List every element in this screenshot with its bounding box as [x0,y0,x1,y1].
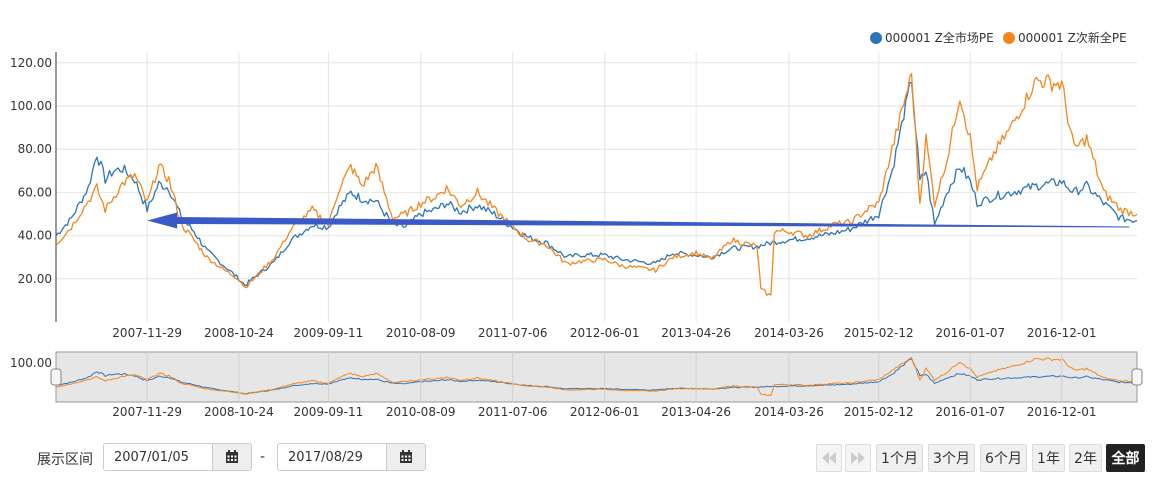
zoom-6-month-button[interactable]: 6个月 [980,444,1027,472]
x-tick-label: 2016-12-01 [1027,326,1097,340]
legend-marker [870,32,882,44]
series-line [55,72,1138,296]
x-tick-label: 2012-06-01 [570,326,640,340]
navigator[interactable]: 100.00 2007-11-29 2008-10-24 2009-09-11 2010… [10,351,1143,419]
navigator-handle[interactable] [1131,368,1143,386]
series-line [55,81,1138,287]
prev-page-button[interactable] [845,444,871,472]
zoom-3-month-button[interactable]: 3个月 [928,444,975,472]
navigator-x-tick-label: 2015-02-12 [844,405,914,419]
start-date-input[interactable] [104,444,212,470]
y-tick-label: 80.00 [18,142,52,156]
grid-lines [56,52,1137,322]
date-separator: - [260,449,266,465]
x-tick-label: 2011-07-06 [478,326,548,340]
x-tick-label: 2008-10-24 [204,326,274,340]
calendar-icon [226,450,238,463]
y-tick-label: 60.00 [18,185,52,199]
navigator-series-line [55,357,1138,396]
zoom-2-year-button[interactable]: 2年 [1069,444,1102,472]
x-tick-label: 2007-11-29 [112,326,182,340]
legend-item-label[interactable]: 000001 Z全市场PE [885,30,994,45]
navigator-x-tick-label: 2016-01-07 [935,405,1005,419]
navigator-x-tick-label: 2011-07-06 [478,405,548,419]
y-tick-label: 40.00 [18,229,52,243]
navigator-x-tick-label: 2014-03-26 [754,405,824,419]
navigator-x-tick-label: 2009-09-11 [294,405,364,419]
end-calendar-button[interactable] [386,444,425,470]
first-page-button[interactable] [816,444,842,472]
range-selector: 展示区间 - [0,440,1155,474]
y-tick-label: 20.00 [18,272,52,286]
navigator-x-tick-label: 2013-04-26 [661,405,731,419]
y-tick-label: 100.00 [10,99,52,113]
end-date-group [277,443,426,471]
navigator-x-tick-label: 2007-11-29 [112,405,182,419]
annotation-arrow [147,212,1130,229]
zoom-1-month-button[interactable]: 1个月 [876,444,923,472]
end-date-input[interactable] [278,444,386,470]
start-date-group [103,443,252,471]
x-tick-label: 2014-03-26 [754,326,824,340]
x-tick-label: 2015-02-12 [844,326,914,340]
range-label: 展示区间 [37,452,93,468]
zoom-all-button[interactable]: 全部 [1106,444,1145,472]
x-axis: 2007-11-29 2008-10-24 2009-09-11 2010-08-09… [112,326,1096,340]
series-lines [55,72,1138,296]
legend-item-label[interactable]: 000001 Z次新全PE [1018,30,1127,45]
navigator-x-tick-label: 2010-08-09 [386,405,456,419]
legend[interactable]: 000001 Z全市场PE 000001 Z次新全PE [870,30,1127,45]
navigator-x-tick-label: 2016-12-01 [1027,405,1097,419]
x-tick-label: 2016-01-07 [935,326,1005,340]
navigator-y-tick-label: 100.00 [10,356,52,370]
double-chevron-right-icon [851,452,865,464]
navigator-x-tick-label: 2008-10-24 [204,405,274,419]
legend-marker [1003,32,1015,44]
x-tick-label: 2013-04-26 [661,326,731,340]
x-tick-label: 2010-08-09 [386,326,456,340]
annotation-arrow-head [147,212,178,229]
navigator-x-tick-label: 2012-06-01 [570,405,640,419]
calendar-icon [400,450,412,463]
start-calendar-button[interactable] [212,444,251,470]
annotation-arrow-shaft [175,216,1130,228]
y-axis: 20.00 40.00 60.00 80.00 100.00 120.00 [10,52,57,322]
zoom-1-year-button[interactable]: 1年 [1032,444,1065,472]
y-tick-label: 120.00 [10,56,52,70]
navigator-window [55,351,1138,403]
pe-chart: 20.00 40.00 60.00 80.00 100.00 120.00 2007-11… [10,30,1143,419]
navigator-handle[interactable] [50,368,62,386]
double-chevron-left-icon [822,452,836,464]
x-tick-label: 2009-09-11 [294,326,364,340]
